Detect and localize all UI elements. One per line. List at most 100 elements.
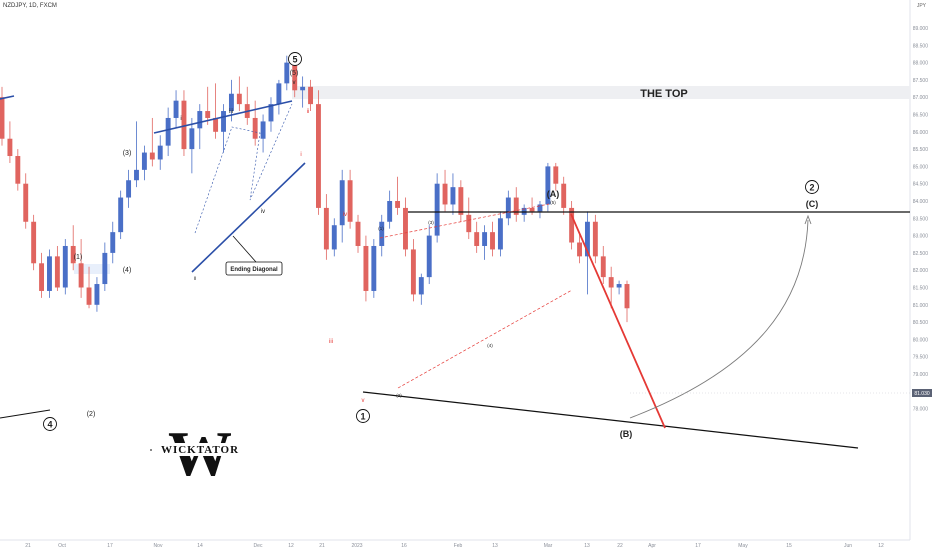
candle-down — [347, 180, 353, 222]
candles — [0, 55, 630, 323]
candle-up — [260, 121, 266, 139]
candle-up — [545, 166, 551, 205]
candle-down — [308, 86, 313, 105]
y-tick-label: 83.500 — [913, 216, 929, 222]
candle-up — [371, 245, 377, 291]
candle-up — [62, 245, 68, 288]
candle-up — [110, 232, 116, 253]
y-tick-label: 84.000 — [913, 199, 929, 205]
candle-up — [102, 252, 108, 285]
x-tick-label: 13 — [492, 543, 498, 549]
candle-up — [276, 83, 282, 105]
ending-diagonal-label: Ending Diagonal — [230, 267, 278, 273]
candle-down — [403, 207, 408, 250]
current-price-tag — [912, 389, 932, 397]
x-tick-label: 22 — [617, 543, 623, 549]
candle-up — [157, 145, 163, 160]
candle-down — [31, 221, 37, 264]
candle-up — [284, 62, 290, 84]
y-tick-label: 81.000 — [913, 303, 929, 309]
y-tick-label: 88.000 — [913, 61, 929, 67]
wave-4-line — [0, 409, 51, 419]
y-tick-label: 87.500 — [913, 78, 929, 84]
y-tick-label: 85.500 — [913, 147, 929, 153]
y-tick-label: 84.500 — [913, 182, 929, 188]
x-tick-label: Nov — [154, 543, 163, 549]
x-tick-label: Mar — [544, 543, 553, 549]
ending-diagonal-box — [225, 261, 283, 276]
candle-up — [497, 218, 503, 250]
candle-down — [316, 104, 321, 208]
label-roman-iii: iii — [229, 109, 233, 115]
currency-label: JPY — [916, 3, 926, 9]
candle-down — [86, 287, 92, 305]
x-tick-label: Feb — [454, 543, 463, 549]
candle-down — [7, 138, 13, 157]
x-axis: 21 Oct 17 Nov 14 Dec 12 21 2023 16 Feb 13 Mar 13 22 Apr… — [25, 543, 884, 549]
old-channel-line — [0, 95, 15, 100]
label-major-c: (C) — [806, 199, 819, 209]
candle-up — [47, 256, 52, 291]
candle-up — [434, 183, 440, 236]
candle-down — [442, 183, 448, 205]
candle-down — [490, 232, 495, 250]
candle-up — [616, 284, 622, 288]
candle-up — [300, 86, 306, 91]
candle-up — [118, 197, 124, 233]
x-tick-label: May — [738, 543, 748, 549]
x-tick-label: 16 — [401, 543, 407, 549]
candle-down — [410, 249, 416, 295]
candle-down — [608, 277, 614, 288]
the-top-zone — [292, 86, 910, 99]
label-tiny-4: (4) — [487, 343, 493, 348]
candle-up — [165, 117, 171, 146]
candle-down — [23, 183, 29, 222]
candle-up — [537, 204, 543, 212]
candle-up — [228, 93, 234, 112]
candle-up — [426, 235, 432, 278]
x-tick-label: Apr — [648, 543, 656, 549]
circled-label-4: 4 — [43, 417, 57, 431]
candle-up — [331, 225, 337, 250]
candle-down — [569, 207, 575, 243]
label-tiny-5: (5) — [550, 200, 556, 205]
candle-down — [15, 156, 21, 184]
candle-down — [292, 62, 298, 91]
candle-down — [513, 197, 519, 215]
candle-down — [355, 221, 361, 246]
red-dashed-lower — [397, 289, 573, 389]
y-axis: 89.000 88.500 88.000 87.500 87.000 86.500 86.0… — [913, 26, 929, 413]
logo-text: WICKTATOR — [161, 444, 239, 456]
candle-up — [450, 187, 456, 205]
lower-trendline — [362, 391, 859, 449]
label-minor-2: (2) — [87, 411, 96, 418]
label-major-b: (B) — [620, 429, 633, 439]
circled-label-1: 1 — [356, 409, 370, 423]
candle-up — [379, 221, 385, 246]
candle-down — [39, 263, 45, 291]
label-minor-4: (4) — [123, 267, 132, 274]
y-tick-label: 81.500 — [913, 286, 929, 292]
candle-down — [323, 207, 329, 250]
projection-curve — [629, 219, 809, 419]
x-tick-label: 12 — [878, 543, 884, 549]
y-tick-label: 80.500 — [913, 320, 929, 326]
label-minor-1: (1) — [74, 254, 83, 261]
y-tick-label: 79.000 — [913, 372, 929, 378]
y-tick-label: 86.500 — [913, 113, 929, 119]
red-resistance-line — [570, 213, 666, 429]
candle-down — [205, 111, 211, 118]
circled-label-2: 2 — [805, 180, 819, 194]
candle-down — [181, 100, 187, 150]
candle-down — [577, 242, 582, 257]
y-tick-label: 89.000 — [913, 26, 929, 32]
label-minor-5: (5) — [290, 70, 299, 77]
candle-up — [505, 197, 511, 219]
diagonal-lower-line — [191, 162, 306, 273]
y-tick-label: 82.500 — [913, 251, 929, 257]
wave-1-zone — [74, 264, 110, 274]
wicktator-logo: W WICKTATOR — [150, 418, 247, 489]
label-red-iv: iv — [343, 212, 347, 218]
x-tick-label: 14 — [197, 543, 203, 549]
